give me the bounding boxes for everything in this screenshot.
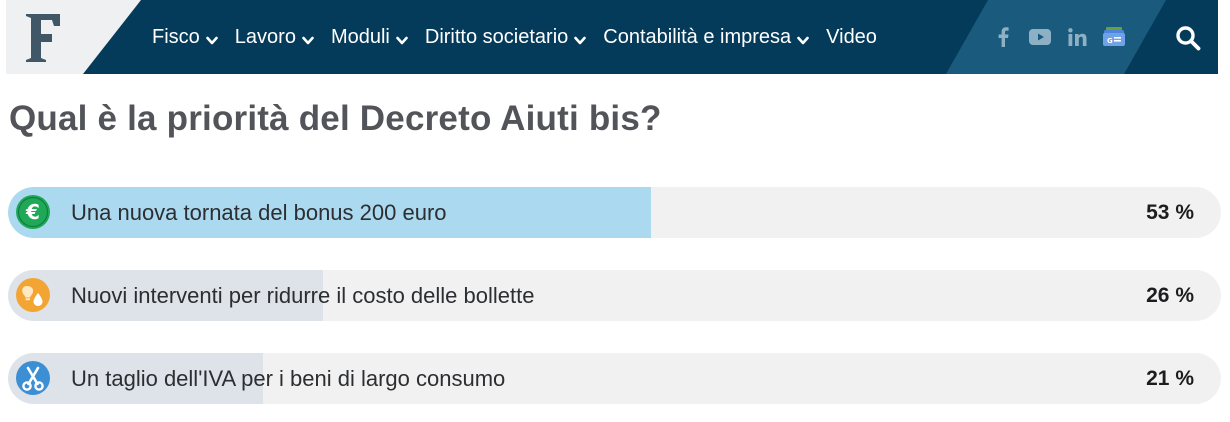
- nav-item-video[interactable]: Video: [826, 0, 894, 74]
- social-band: [946, 0, 1166, 74]
- main-menu: Fisco Lavoro Moduli Diritto societario C…: [152, 0, 894, 74]
- top-navbar: Fisco Lavoro Moduli Diritto societario C…: [6, 0, 1218, 74]
- poll-option-label: Una nuova tornata del bonus 200 euro: [71, 200, 447, 225]
- linkedin-icon[interactable]: [1066, 26, 1088, 48]
- nav-item-label: Moduli: [330, 25, 390, 48]
- poll-question: Qual è la priorità del Decreto Aiuti bis…: [9, 99, 662, 138]
- nav-item-diritto-societario[interactable]: Diritto societario: [425, 0, 603, 74]
- chevron-down-icon: [302, 36, 314, 44]
- nav-item-contabilita-impresa[interactable]: Contabilità e impresa: [603, 0, 826, 74]
- search-button[interactable]: [1172, 22, 1204, 54]
- poll-option-result-bar: [8, 270, 324, 321]
- poll-option-percent: 26 %: [1146, 284, 1194, 307]
- nav-item-fisco[interactable]: Fisco: [152, 0, 235, 74]
- nav-item-lavoro[interactable]: Lavoro: [235, 0, 331, 74]
- poll-option-iva[interactable]: Un taglio dell'IVA per i beni di largo c…: [8, 353, 1221, 404]
- poll-option-label: Nuovi interventi per ridurre il costo de…: [71, 283, 535, 308]
- chevron-down-icon: [396, 36, 408, 44]
- poll-option-percent: 21 %: [1146, 367, 1194, 390]
- poll-option-percent: 53 %: [1146, 201, 1194, 224]
- poll-option-bollette[interactable]: Nuovi interventi per ridurre il costo de…: [8, 270, 1221, 321]
- logo-icon: [26, 14, 60, 62]
- bulb-icon: [14, 276, 52, 314]
- poll-option-result-bar: [8, 187, 651, 238]
- poll-option-label: Un taglio dell'IVA per i beni di largo c…: [71, 366, 506, 391]
- nav-item-moduli[interactable]: Moduli: [331, 0, 425, 74]
- chevron-down-icon: [574, 36, 587, 44]
- scissors-icon: [14, 359, 52, 397]
- youtube-icon[interactable]: [1029, 26, 1051, 48]
- facebook-icon[interactable]: [992, 26, 1014, 48]
- google-news-icon[interactable]: G: [1103, 26, 1125, 48]
- poll-option-result-bar: [8, 353, 263, 404]
- nav-item-label: Video: [826, 25, 877, 48]
- nav-item-label: Contabilità e impresa: [603, 25, 792, 48]
- nav-item-label: Lavoro: [234, 25, 296, 48]
- chevron-down-icon: [797, 36, 809, 44]
- logo-area[interactable]: [6, 0, 141, 74]
- svg-text:€: €: [25, 200, 40, 224]
- poll-option-bonus[interactable]: € Una nuova tornata del bonus 200 euro 5…: [8, 187, 1221, 238]
- nav-item-label: Fisco: [152, 25, 200, 48]
- nav-item-label: Diritto societario: [424, 25, 569, 48]
- svg-text:G: G: [1107, 37, 1113, 45]
- chevron-down-icon: [205, 36, 218, 44]
- social-links: G: [992, 22, 1125, 52]
- poll-options: € Una nuova tornata del bonus 200 euro 5…: [8, 187, 1221, 422]
- euro-icon: €: [14, 193, 52, 231]
- search-icon: [1176, 26, 1201, 51]
